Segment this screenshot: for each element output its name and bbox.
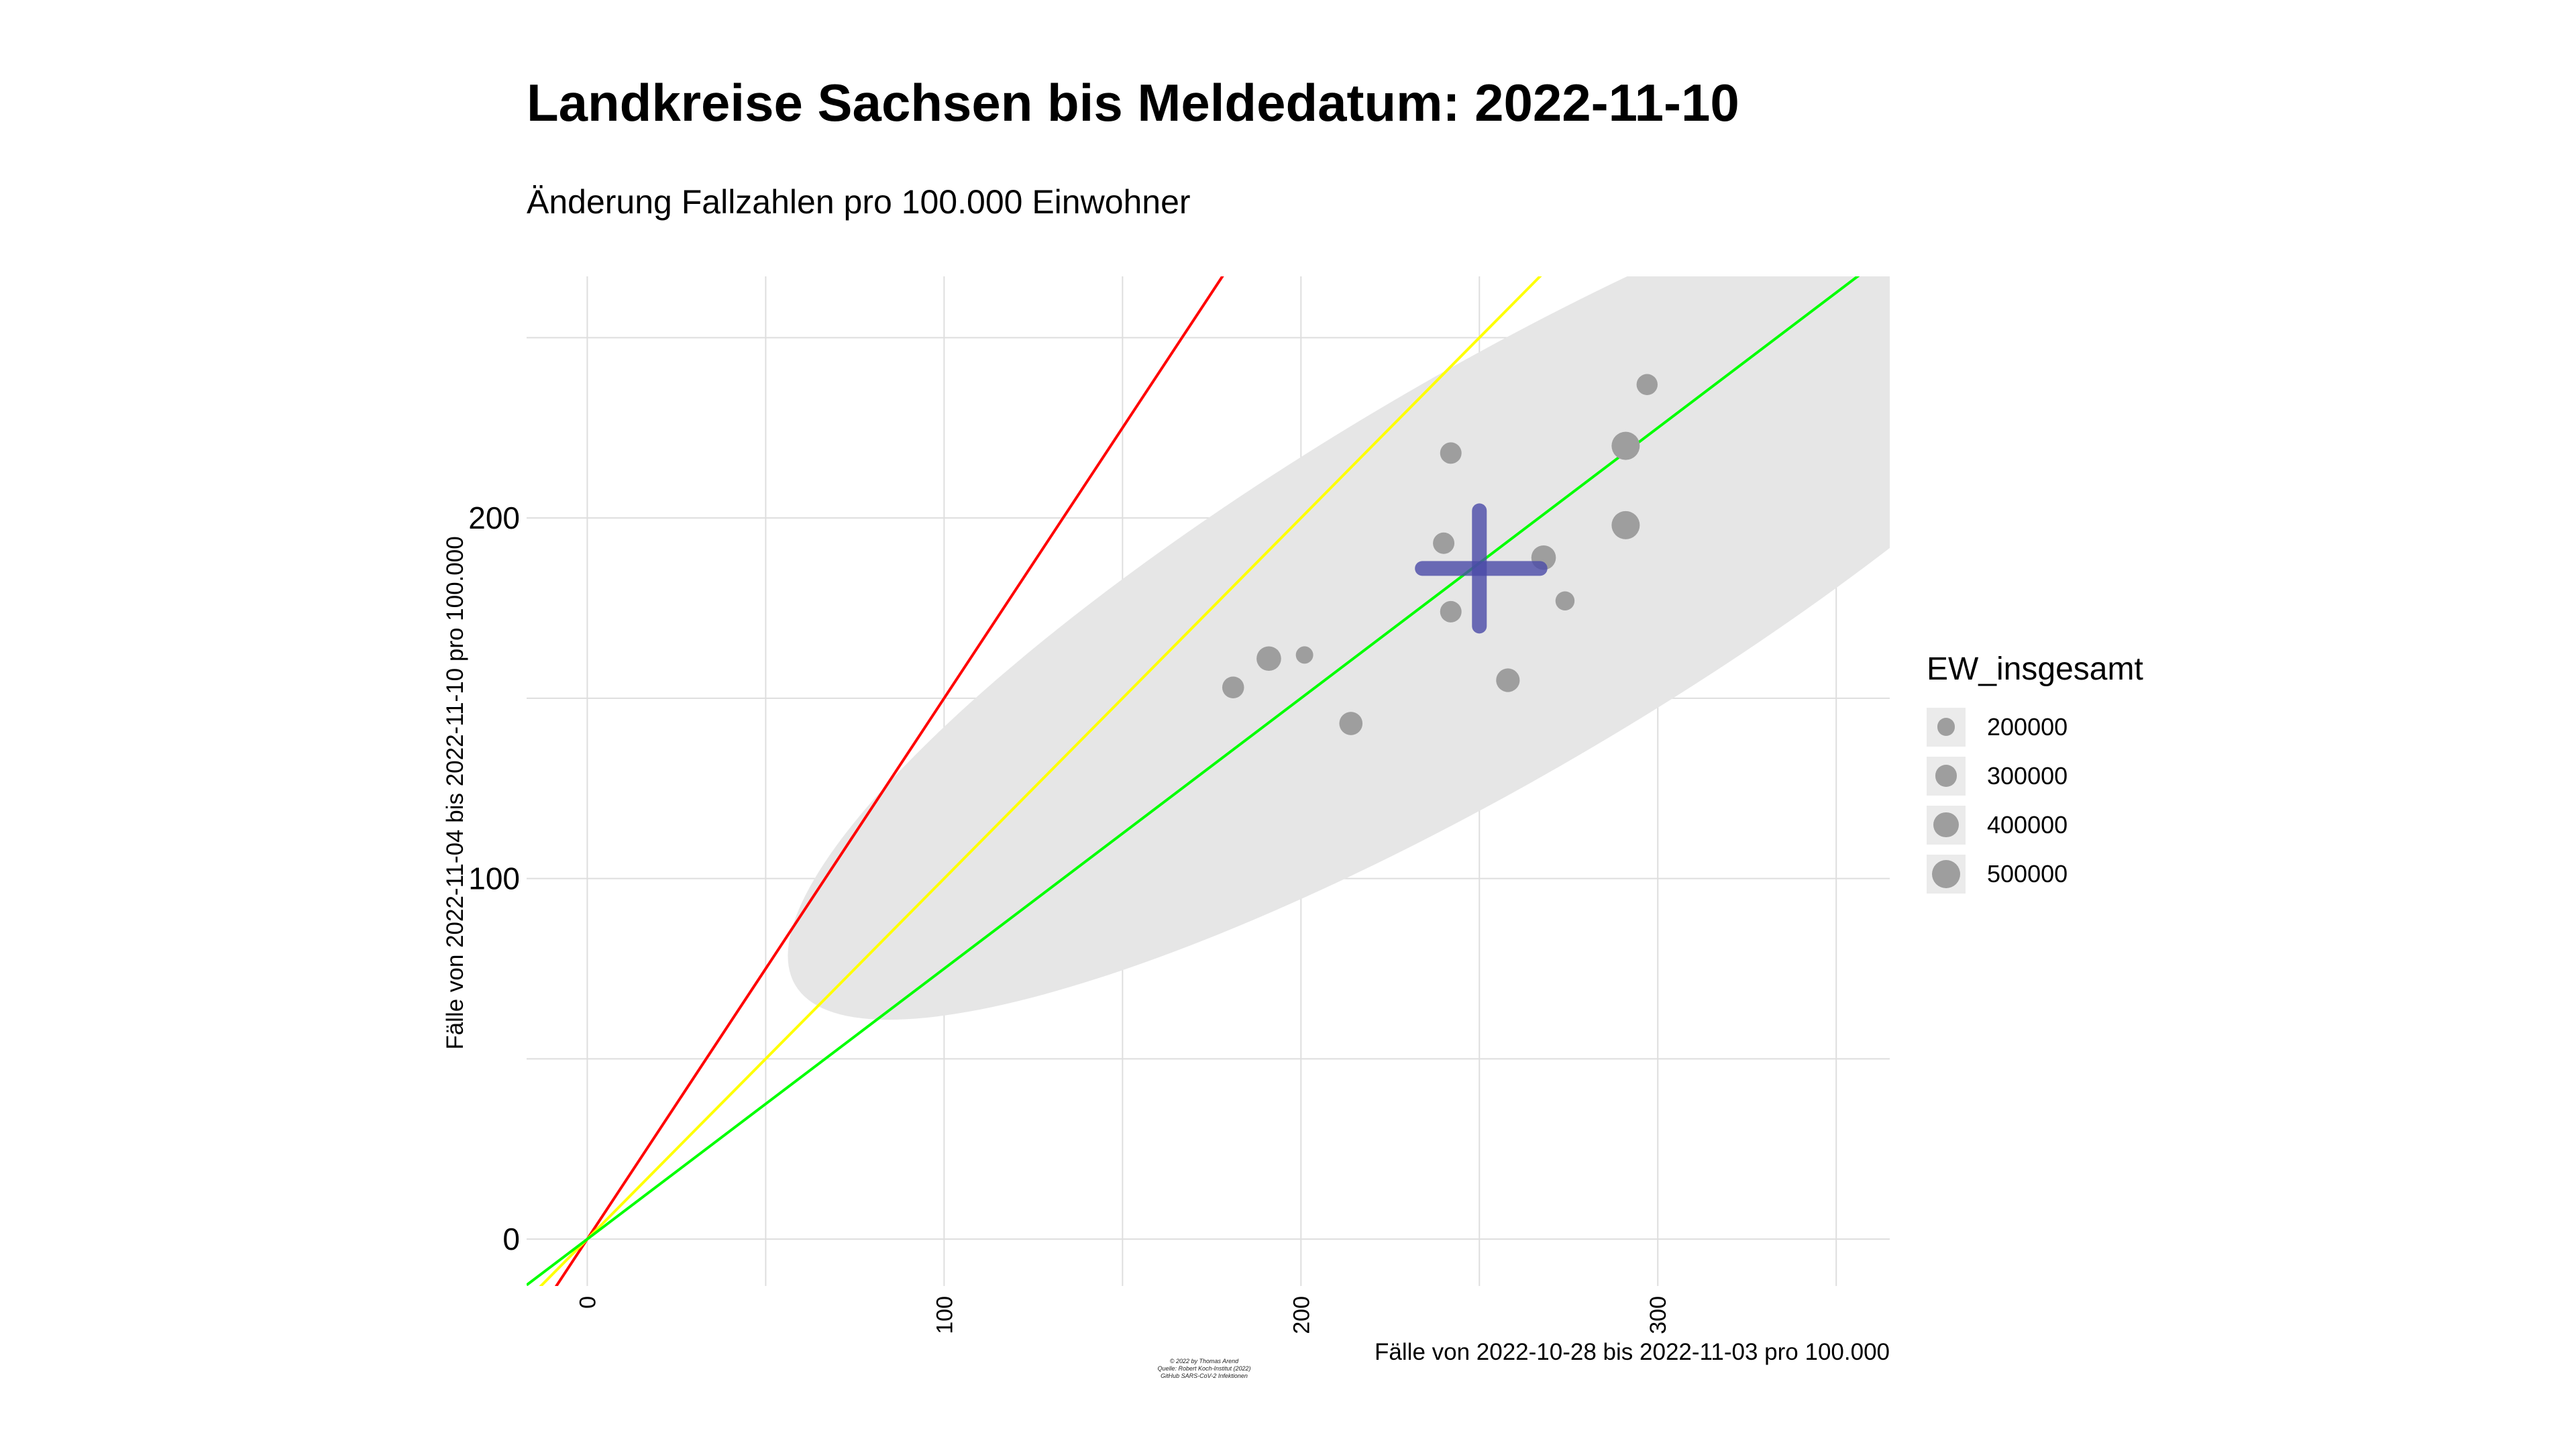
- legend-dot: [1932, 859, 1960, 888]
- legend-dot: [1935, 765, 1957, 787]
- x-tick-label: 300: [1646, 1296, 1671, 1334]
- chart-subtitle: Änderung Fallzahlen pro 100.000 Einwohne…: [527, 183, 1191, 221]
- legend-item: 400000: [1927, 800, 2143, 849]
- data-point: [1636, 374, 1658, 395]
- x-tick-label: 0: [575, 1296, 600, 1309]
- x-tick-label: 200: [1289, 1296, 1314, 1334]
- legend-key: [1927, 805, 1966, 845]
- legend-label: 300000: [1987, 761, 2068, 790]
- legend-key: [1927, 854, 1966, 894]
- reference-line-red: [554, 276, 1224, 1286]
- data-point: [1222, 676, 1244, 699]
- caption-line: © 2022 by Thomas Arend: [1169, 1358, 1239, 1364]
- legend-label: 400000: [1987, 810, 2068, 839]
- data-point: [1295, 646, 1313, 664]
- size-legend: EW_insgesamt 200000 300000 400000 500000: [1927, 651, 2143, 898]
- data-point: [1440, 600, 1462, 623]
- data-point: [1440, 442, 1462, 464]
- legend-key: [1927, 707, 1966, 747]
- x-axis-title: Fälle von 2022-10-28 bis 2022-11-03 pro …: [1375, 1339, 1890, 1365]
- data-point: [1433, 532, 1455, 554]
- legend-dot: [1933, 812, 1959, 838]
- caption-line: Quelle: Robert Koch-Institut (2022): [1157, 1365, 1251, 1372]
- x-tick-label: 100: [932, 1296, 957, 1334]
- reference-line-yellow: [539, 276, 1542, 1286]
- legend-label: 200000: [1987, 712, 2068, 741]
- confidence-ellipse: [788, 276, 1890, 1020]
- caption-line: GitHub SARS-CoV-2 Infektionen: [1161, 1373, 1248, 1379]
- source-caption: © 2022 by Thomas Arend Quelle: Robert Ko…: [1154, 1358, 1254, 1380]
- legend-dot: [1937, 718, 1955, 736]
- legend-label: 500000: [1987, 859, 2068, 888]
- y-axis-title: Fälle von 2022-11-04 bis 2022-11-10 pro …: [442, 536, 468, 1049]
- legend-title: EW_insgesamt: [1927, 651, 2143, 687]
- data-point: [1555, 591, 1575, 610]
- y-tick-label: 200: [468, 500, 520, 535]
- data-point: [1339, 712, 1363, 735]
- y-tick-label: 0: [502, 1222, 520, 1256]
- data-point: [1611, 511, 1640, 539]
- data-point: [1256, 646, 1281, 672]
- legend-item: 300000: [1927, 751, 2143, 800]
- legend-item: 200000: [1927, 702, 2143, 751]
- reference-line-green: [527, 276, 1860, 1286]
- y-tick-label: 100: [468, 861, 520, 896]
- data-point: [1496, 668, 1520, 692]
- legend-key: [1927, 756, 1966, 796]
- chart-title: Landkreise Sachsen bis Meldedatum: 2022-…: [527, 73, 1739, 132]
- data-point: [1611, 431, 1640, 460]
- legend-item: 500000: [1927, 849, 2143, 898]
